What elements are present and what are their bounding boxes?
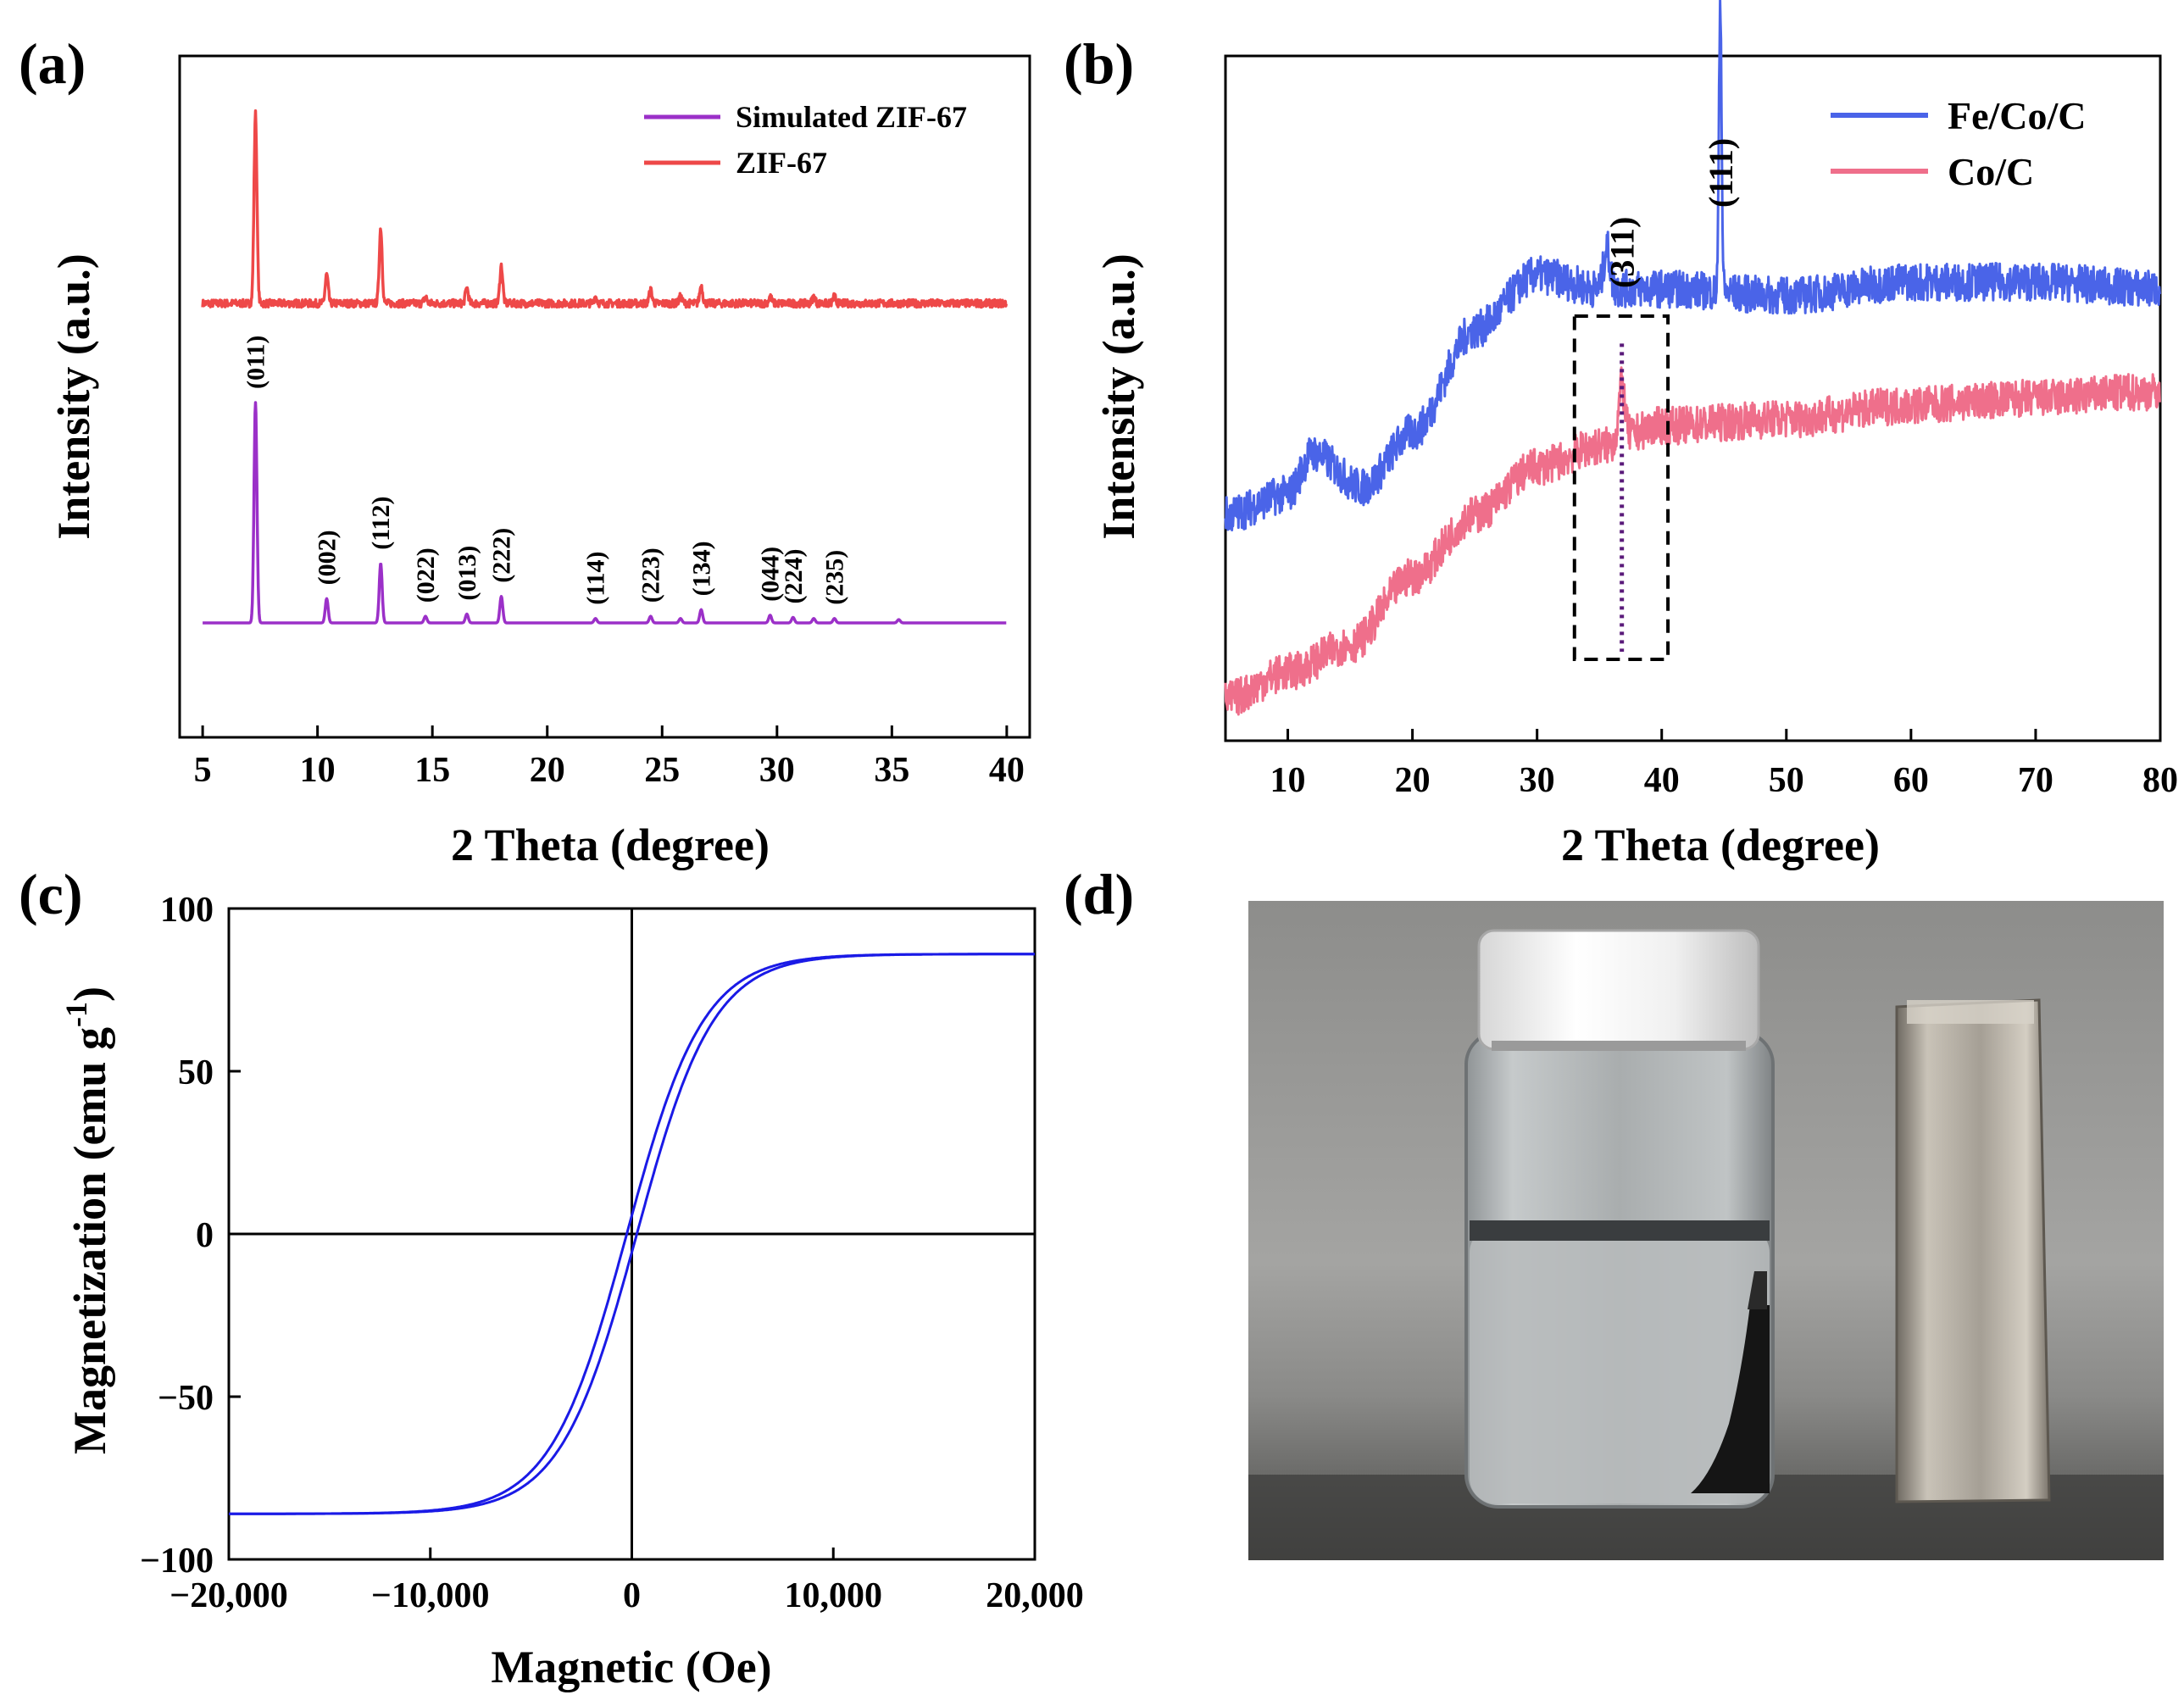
panel-b-x-tick-label: 20 — [1395, 761, 1431, 800]
panel-b-y-axis-title: Intensity (a.u.) — [1093, 253, 1144, 540]
panel-a-series-simulated-zif67 — [201, 401, 1008, 625]
panel-b-highlight-box — [1572, 314, 1670, 661]
panel-c-y-tick-label: −100 — [140, 1542, 214, 1581]
panel-a-x-tick-label: 40 — [989, 751, 1025, 790]
legend-label-simulated-zif67: Simulated ZIF-67 — [736, 100, 967, 134]
panel-b-x-tick-label: 60 — [1893, 761, 1929, 800]
panel-b-chart: (b) 10 20 30 40 50 60 70 80 (311)(111) Fe/Co/C … — [1064, 0, 2178, 870]
panel-b-x-tick-label: 80 — [2142, 761, 2178, 800]
panel-c-y-ticks: 100 50 0 −50 −100 — [140, 891, 241, 1581]
panel-a-peak-label: (011) — [242, 336, 270, 389]
panel-c-hysteresis-descending — [229, 953, 1035, 1515]
panel-c-x-tick-label: −20,000 — [169, 1576, 287, 1615]
panel-b-series-fe-co-c — [1224, 0, 2161, 531]
panel-a-peak-label: (222) — [488, 528, 516, 583]
panel-c-x-tick-label: −10,000 — [371, 1576, 489, 1615]
panel-a-peak-label: (112) — [367, 496, 395, 549]
panel-c-x-tick-label: 0 — [623, 1576, 641, 1615]
panel-a-x-ticks: 5 10 15 20 25 30 35 40 — [194, 725, 1025, 790]
panel-a-x-tick-label: 10 — [300, 751, 336, 790]
panel-c-y-tick-label: 0 — [196, 1216, 214, 1255]
panel-a-series-zif67 — [201, 109, 1009, 309]
panel-c-y-axis-title: Magnetization (emu g-1) — [59, 986, 115, 1454]
panel-a-x-tick-label: 15 — [414, 751, 450, 790]
panel-a-peak-label: (235) — [821, 550, 849, 605]
panel-a-peak-label: (002) — [314, 530, 342, 585]
panel-a-y-axis-title: Intensity (a.u.) — [48, 253, 99, 540]
panel-b-x-tick-label: 50 — [1769, 761, 1804, 800]
vial-and-magnet-photo — [1248, 901, 2164, 1560]
panel-a-x-tick-label: 35 — [874, 751, 909, 790]
panel-a-x-tick-label: 30 — [759, 751, 795, 790]
panel-a-x-axis-title: 2 Theta (degree) — [451, 820, 770, 870]
legend-label-fe-co-c: Fe/Co/C — [1948, 94, 2087, 137]
panel-a-label: (a) — [19, 31, 86, 96]
panel-a-x-tick-label: 25 — [644, 751, 680, 790]
panel-c-label: (c) — [19, 862, 82, 926]
panel-c-x-ticks: −20,000 −10,000 0 10,000 20,000 — [169, 1548, 1084, 1615]
panel-c-y-tick-label: 100 — [160, 891, 214, 930]
panel-b-x-tick-label: 30 — [1520, 761, 1555, 800]
panel-c-x-axis-title: Magnetic (Oe) — [491, 1642, 771, 1692]
panel-b-peak-labels: (311) (111) — [1603, 138, 1740, 288]
panel-a-x-tick-label: 5 — [194, 751, 212, 790]
panel-a-peak-label: (224) — [780, 549, 808, 604]
panel-a-peak-label: (134) — [687, 541, 715, 596]
legend-label-zif67: ZIF-67 — [736, 146, 827, 180]
panel-a-peak-label: (022) — [412, 547, 440, 603]
panel-c-x-tick-label: 10,000 — [785, 1576, 883, 1615]
panel-a-frame — [178, 54, 1031, 739]
panel-c-x-tick-label: 20,000 — [986, 1576, 1084, 1615]
panel-b-x-tick-label: 10 — [1270, 761, 1306, 800]
panel-b-peak-label: (311) — [1603, 217, 1642, 288]
panel-b-x-tick-label: 40 — [1644, 761, 1680, 800]
panel-c-y-tick-label: −50 — [158, 1379, 214, 1418]
panel-d-photo: (d) — [1064, 862, 2164, 1560]
panel-c-y-tick-label: 50 — [178, 1053, 214, 1092]
panel-a-chart: (a) 5 10 15 20 25 30 35 40 (011) (002) (112) (022)… — [19, 31, 1031, 870]
panel-c-chart: (c) −20,000 −10,000 0 10,000 20,000 100 50 0 −5… — [19, 862, 1084, 1692]
panel-b-peak-label: (111) — [1702, 138, 1740, 208]
panel-b-x-ticks: 10 20 30 40 50 60 70 80 — [1270, 729, 2178, 800]
panel-b-x-axis-title: 2 Theta (degree) — [1561, 820, 1880, 870]
panel-a-peak-label: (223) — [637, 547, 665, 603]
panel-a-peak-labels: (011) (002) (112) (022) (013) (222) (114) (223)… — [242, 336, 849, 605]
panel-b-series-co-c — [1224, 366, 2161, 716]
legend-label-co-c: Co/C — [1948, 150, 2034, 193]
panel-d-label: (d) — [1064, 862, 1134, 926]
panel-b-label: (b) — [1064, 31, 1134, 96]
panel-a-x-tick-label: 20 — [530, 751, 565, 790]
panel-a-peak-label: (044) — [757, 547, 785, 602]
panel-a-peak-label: (013) — [453, 546, 481, 601]
panel-b-x-tick-label: 70 — [2018, 761, 2053, 800]
panel-a-peak-label: (114) — [582, 551, 610, 604]
